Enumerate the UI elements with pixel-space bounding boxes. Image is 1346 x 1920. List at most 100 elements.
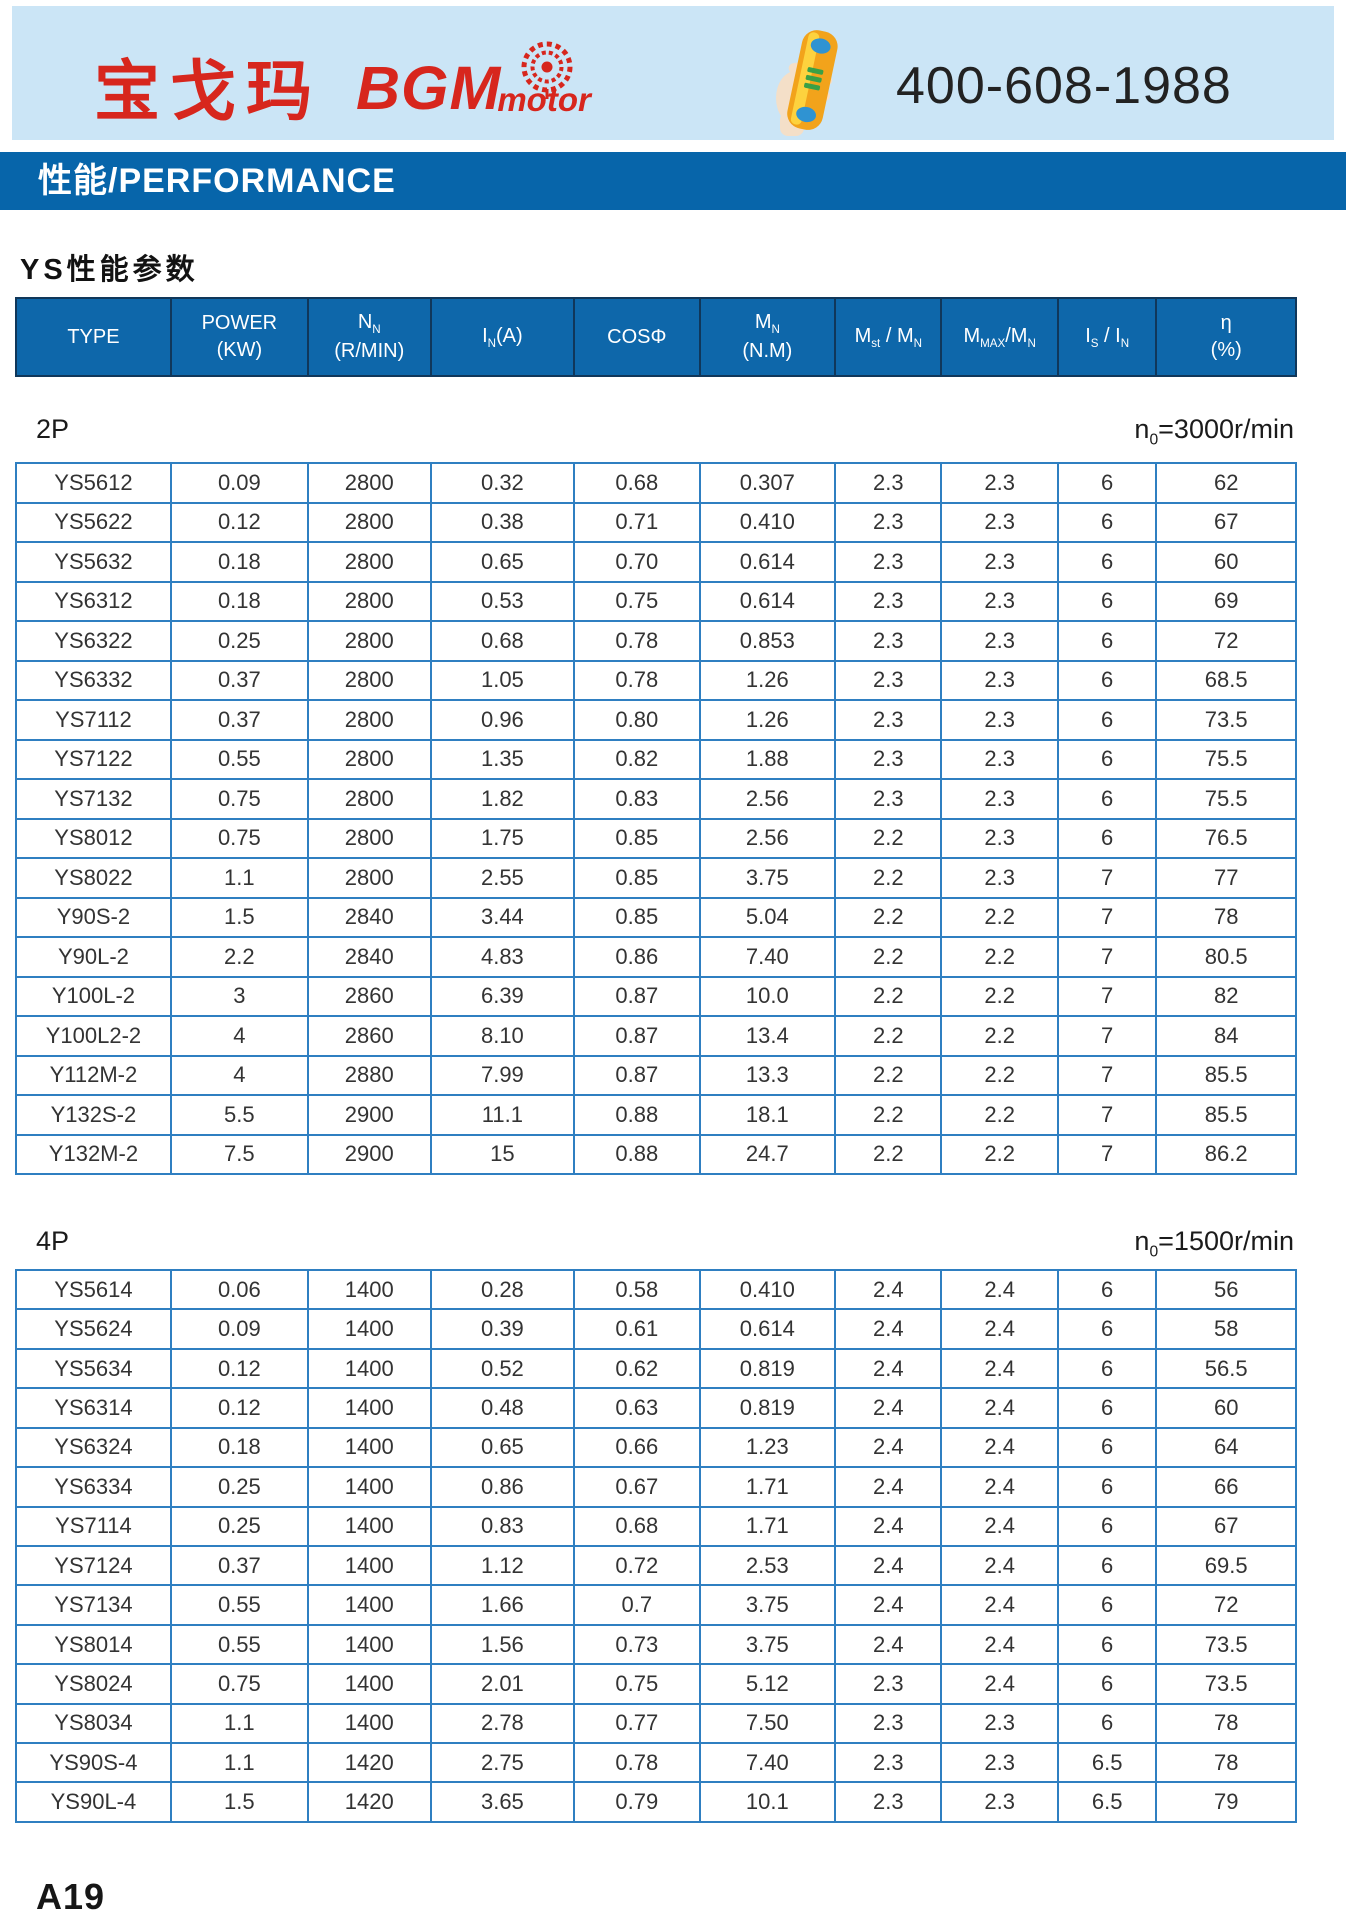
cell-rated-speed: 2840 (306, 936, 432, 978)
cell-efficiency: 82 (1155, 975, 1297, 1017)
cell-rated-torque: 10.0 (698, 975, 837, 1017)
cell-rated-speed: 2800 (306, 541, 432, 583)
cell-starting-current-ratio: 6 (1056, 1387, 1158, 1429)
table-row: YS5624 0.09 1400 0.39 0.61 0.614 2.4 2.4 6 58 (15, 1308, 1297, 1350)
cell-type: YS7134 (15, 1584, 172, 1626)
cell-max-torque-ratio: 2.3 (940, 1781, 1059, 1823)
cell-max-torque-ratio: 2.2 (940, 936, 1059, 978)
cell-starting-current-ratio: 6 (1056, 738, 1158, 780)
cell-starting-torque-ratio: 2.4 (834, 1544, 943, 1587)
cell-rated-torque: 13.4 (698, 1015, 837, 1057)
cell-type: YS5634 (15, 1347, 172, 1390)
cell-starting-torque-ratio: 2.3 (834, 541, 943, 583)
cell-starting-torque-ratio: 2.3 (834, 501, 943, 543)
table-row: YS7112 0.37 2800 0.96 0.80 1.26 2.3 2.3 6 73.5 (15, 699, 1297, 741)
cell-type: YS8034 (15, 1702, 172, 1745)
table-row: YS7134 0.55 1400 1.66 0.7 3.75 2.4 2.4 6 72 (15, 1584, 1297, 1626)
cell-power-kw: 0.37 (169, 699, 309, 741)
speed-note-2p: n0=3000r/min (1134, 414, 1294, 449)
cell-type: YS7112 (15, 699, 172, 741)
cell-power-kw: 7.5 (169, 1133, 309, 1175)
cell-rated-torque: 1.88 (698, 738, 837, 780)
column-header-starting-torque-ratio: Mst / MN (834, 297, 943, 377)
cell-rated-speed: 2800 (306, 778, 432, 820)
cell-rated-speed: 1400 (306, 1426, 432, 1469)
cell-type: YS6312 (15, 580, 172, 622)
cell-starting-current-ratio: 7 (1056, 1094, 1158, 1136)
cell-power-factor: 0.87 (573, 975, 701, 1017)
cell-max-torque-ratio: 2.3 (940, 699, 1059, 741)
cell-rated-speed: 2800 (306, 817, 432, 859)
cell-type: YS6332 (15, 659, 172, 701)
cell-type: YS5624 (15, 1308, 172, 1350)
cell-starting-torque-ratio: 2.2 (834, 975, 943, 1017)
cell-power-kw: 4 (169, 1054, 309, 1096)
table-row: YS8034 1.1 1400 2.78 0.77 7.50 2.3 2.3 6 78 (15, 1702, 1297, 1745)
cell-power-kw: 0.12 (169, 501, 309, 543)
cell-rated-current: 2.55 (429, 857, 576, 899)
cell-max-torque-ratio: 2.4 (940, 1268, 1059, 1311)
cell-power-kw: 0.18 (169, 541, 309, 583)
cell-power-kw: 0.06 (169, 1268, 309, 1311)
cell-efficiency: 58 (1155, 1308, 1297, 1350)
cell-starting-torque-ratio: 2.3 (834, 1781, 943, 1823)
cell-rated-current: 7.99 (429, 1054, 576, 1096)
cell-power-kw: 0.55 (169, 1623, 309, 1666)
cell-max-torque-ratio: 2.3 (940, 1742, 1059, 1784)
cell-rated-torque: 3.75 (698, 1584, 837, 1626)
cell-max-torque-ratio: 2.3 (940, 580, 1059, 622)
cell-efficiency: 69.5 (1155, 1544, 1297, 1587)
cell-rated-speed: 1420 (306, 1742, 432, 1784)
cell-rated-torque: 0.614 (698, 580, 837, 622)
cell-starting-torque-ratio: 2.3 (834, 580, 943, 622)
column-header-starting-current-ratio: IS / IN (1056, 297, 1158, 377)
cell-rated-speed: 2900 (306, 1133, 432, 1175)
cell-type: Y90L-2 (15, 936, 172, 978)
cell-power-kw: 0.12 (169, 1387, 309, 1429)
cell-rated-speed: 1400 (306, 1623, 432, 1666)
cell-rated-torque: 1.71 (698, 1466, 837, 1508)
header-row: TYPE POWER (KW) NN (R/MIN) IN(A) COSΦ MN (N.M) Ms… (15, 297, 1297, 377)
speed-note-4p: n0=1500r/min (1134, 1226, 1294, 1261)
cell-rated-current: 0.65 (429, 541, 576, 583)
column-header-max-torque-ratio: MMAX/MN (940, 297, 1059, 377)
cell-starting-current-ratio: 7 (1056, 1054, 1158, 1096)
cell-power-kw: 1.1 (169, 857, 309, 899)
cell-starting-torque-ratio: 2.4 (834, 1387, 943, 1429)
bgm-logo: BGMmotor (356, 58, 595, 119)
table-row: Y90S-2 1.5 2840 3.44 0.85 5.04 2.2 2.2 7 78 (15, 896, 1297, 938)
bgm-logo-main: BGM (356, 54, 502, 122)
cell-efficiency: 78 (1155, 1702, 1297, 1745)
cell-starting-current-ratio: 6 (1056, 1544, 1158, 1587)
cell-type: Y100L2-2 (15, 1015, 172, 1057)
cell-starting-current-ratio: 6 (1056, 541, 1158, 583)
cell-rated-current: 15 (429, 1133, 576, 1175)
cell-starting-torque-ratio: 2.2 (834, 1133, 943, 1175)
cell-power-factor: 0.78 (573, 659, 701, 701)
cell-power-factor: 0.61 (573, 1308, 701, 1350)
cell-max-torque-ratio: 2.3 (940, 1702, 1059, 1745)
cell-rated-current: 1.12 (429, 1544, 576, 1587)
cell-max-torque-ratio: 2.4 (940, 1584, 1059, 1626)
cell-starting-current-ratio: 6 (1056, 1268, 1158, 1311)
cell-power-factor: 0.78 (573, 1742, 701, 1784)
cell-starting-torque-ratio: 2.4 (834, 1466, 943, 1508)
cell-efficiency: 72 (1155, 620, 1297, 662)
cell-power-factor: 0.79 (573, 1781, 701, 1823)
cell-efficiency: 56.5 (1155, 1347, 1297, 1390)
cell-efficiency: 78 (1155, 896, 1297, 938)
table-row: YS8014 0.55 1400 1.56 0.73 3.75 2.4 2.4 6 73.5 (15, 1623, 1297, 1666)
cell-type: YS6324 (15, 1426, 172, 1469)
cell-efficiency: 79 (1155, 1781, 1297, 1823)
table-row: YS6334 0.25 1400 0.86 0.67 1.71 2.4 2.4 6 66 (15, 1466, 1297, 1508)
column-header-type: TYPE (15, 297, 172, 377)
cell-rated-torque: 1.23 (698, 1426, 837, 1469)
column-header-power-factor: COSΦ (573, 297, 701, 377)
cell-rated-torque: 5.04 (698, 896, 837, 938)
cell-efficiency: 67 (1155, 1505, 1297, 1547)
cell-rated-speed: 1400 (306, 1387, 432, 1429)
cell-max-torque-ratio: 2.4 (940, 1308, 1059, 1350)
cell-rated-torque: 1.26 (698, 699, 837, 741)
cell-rated-speed: 1400 (306, 1347, 432, 1390)
cell-starting-current-ratio: 6 (1056, 1663, 1158, 1705)
